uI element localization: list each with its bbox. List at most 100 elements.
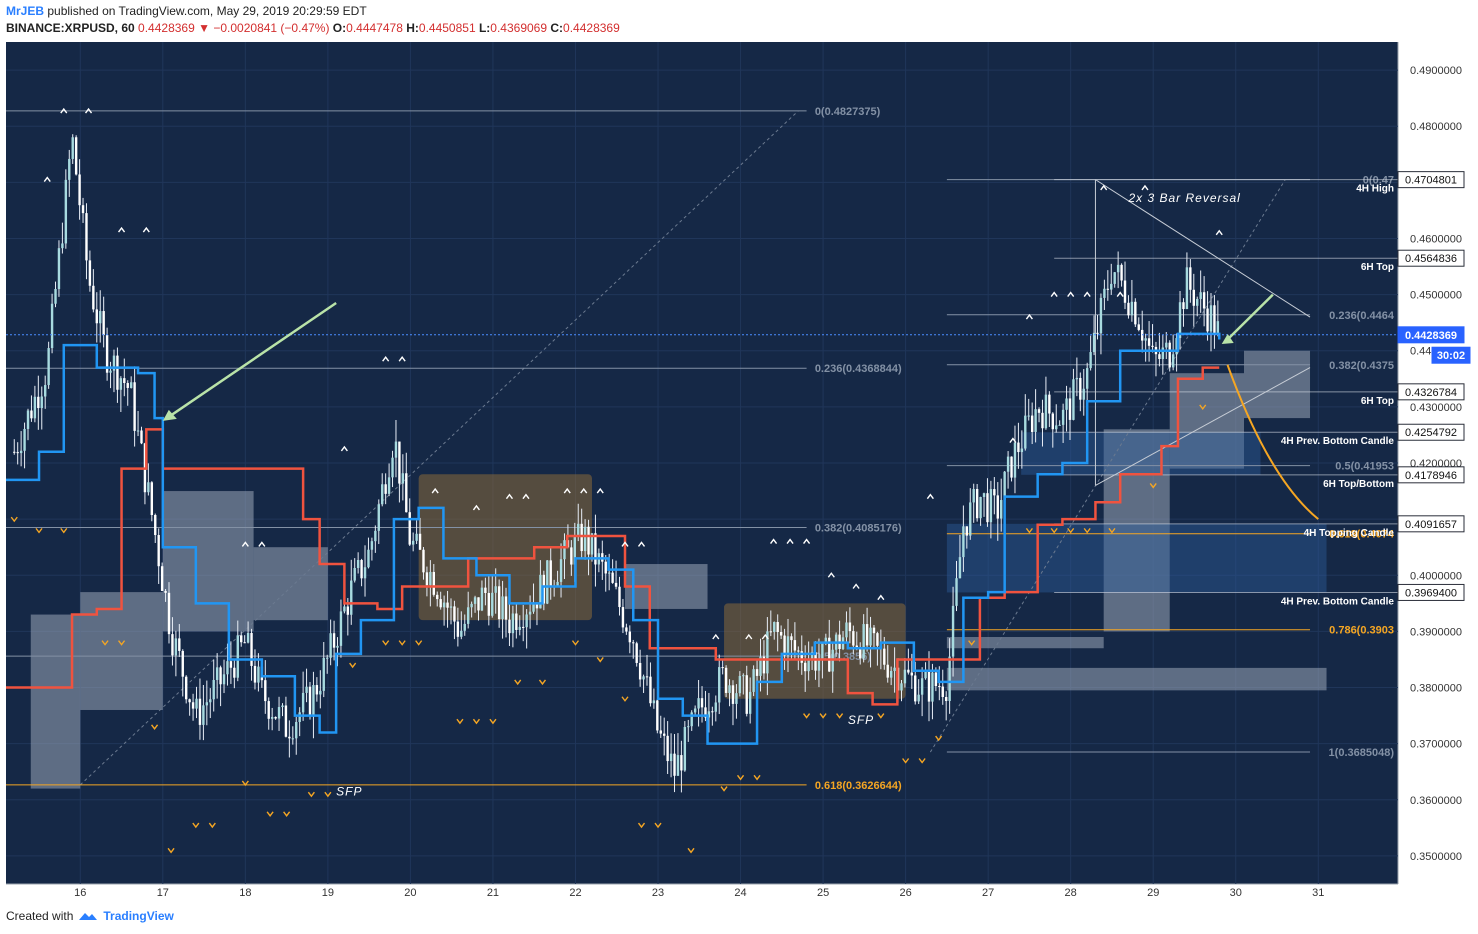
candle-body (336, 645, 339, 648)
pivot-low-marker (241, 780, 249, 787)
candle-body (1000, 500, 1003, 519)
candle-body (95, 309, 98, 324)
candle-body (13, 451, 16, 453)
candle-body (202, 705, 205, 725)
x-tick-label: 19 (322, 887, 334, 899)
candle-body (1175, 338, 1178, 355)
author-link[interactable]: MrJEB (6, 4, 45, 18)
pivot-low-marker (456, 718, 464, 725)
candle-body (975, 488, 979, 519)
pivot-low-marker (753, 774, 761, 781)
candle-body (1006, 456, 1010, 472)
candle-body (415, 533, 418, 541)
candle-body (456, 621, 460, 637)
price-chart[interactable]: 0.49000000.48000000.47000000.46000000.45… (6, 42, 1472, 899)
candle-body (800, 651, 803, 663)
candle-body (982, 493, 986, 497)
candle-body (914, 675, 917, 702)
fib-right-level-label: 0(0.47 (1363, 175, 1394, 187)
candle-body (78, 174, 81, 206)
pivot-high-marker (241, 541, 249, 547)
candle-body (398, 441, 401, 484)
header-publish-line: MrJEB published on TradingView.com, May … (6, 3, 1476, 20)
pivot-high-marker (431, 487, 439, 494)
candle-body (85, 213, 88, 261)
pivot-low-marker (101, 640, 109, 646)
publish-info: published on TradingView.com, May 29, 20… (47, 4, 367, 18)
candle-body (659, 730, 662, 734)
y-tick-label: 0.4000000 (1410, 570, 1462, 582)
candle-body (1061, 409, 1065, 425)
candle-body (418, 533, 422, 550)
open-label: O: (332, 21, 347, 35)
candle-body (869, 627, 872, 646)
candle-body (1202, 292, 1206, 309)
pivot-low-marker (489, 718, 497, 725)
candle-body (876, 633, 879, 646)
candle-body (955, 578, 958, 606)
x-tick-label: 30 (1230, 887, 1242, 899)
cloud-zone (946, 667, 1327, 691)
price-tag-label: 0.4178946 (1405, 470, 1457, 482)
candle-body (580, 523, 583, 552)
pivot-high-marker (1083, 291, 1091, 298)
candle-body (1171, 354, 1175, 368)
candle-body (1120, 264, 1123, 281)
candle-body (845, 622, 848, 638)
candle-body (164, 590, 167, 593)
candle-body (755, 669, 759, 676)
candle-body (16, 452, 19, 454)
candle-body (518, 626, 521, 630)
candle-body (1072, 379, 1075, 420)
symbol-label[interactable]: BINANCE:XRPUSD, 60 (6, 21, 135, 35)
pivot-high-marker (580, 487, 588, 494)
x-tick-label: 24 (734, 887, 746, 899)
candle-body (607, 572, 611, 574)
tradingview-link[interactable]: TradingView (103, 909, 174, 923)
candle-body (473, 597, 477, 604)
pivot-high-marker (258, 541, 266, 547)
arrow-left-shaft (170, 301, 337, 417)
candle-body (522, 626, 525, 628)
candle-body (191, 702, 195, 709)
candle-body (174, 638, 178, 656)
candle-body (793, 640, 797, 651)
candle-body (387, 477, 391, 494)
x-tick-label: 22 (569, 887, 581, 899)
candle-body (704, 707, 707, 718)
candle-body (109, 370, 112, 373)
candle-body (508, 619, 511, 634)
candle-body (64, 179, 68, 244)
price-tag-label: 0.4564836 (1405, 253, 1457, 265)
fib-left-trendline (79, 110, 799, 786)
candle-body (1099, 297, 1103, 334)
candle-body (549, 560, 552, 587)
candle-body (71, 137, 74, 159)
candle-body (171, 634, 174, 656)
fib-right-level-label: 0.618(0.4074 (1329, 529, 1395, 541)
candle-body (497, 586, 501, 620)
candle-body (484, 587, 487, 594)
candle-body (635, 643, 638, 663)
candle-body (133, 382, 136, 431)
candle-body (1116, 264, 1120, 273)
candle-body (274, 716, 277, 719)
triangle-lower-line (1095, 367, 1311, 486)
price-change: −0.0020841 (−0.47%) (213, 21, 330, 35)
candle-body (408, 512, 411, 545)
triangle-upper-line (1095, 179, 1311, 318)
annotation-text: SFP (336, 784, 362, 798)
candle-body (494, 586, 497, 593)
candle-body (236, 635, 239, 678)
candle-body (1103, 288, 1106, 298)
pivot-low-marker (208, 822, 216, 829)
candle-body (105, 334, 109, 373)
pivot-high-marker (926, 493, 934, 500)
candle-body (353, 567, 356, 581)
candle-body (814, 652, 817, 671)
pivot-low-marker (192, 822, 200, 829)
candle-body (470, 603, 473, 608)
candle-body (1127, 302, 1130, 316)
chart-area[interactable]: 0.49000000.48000000.47000000.46000000.45… (6, 42, 1472, 899)
fib-right-level-label: 0.786(0.3903 (1329, 625, 1394, 637)
